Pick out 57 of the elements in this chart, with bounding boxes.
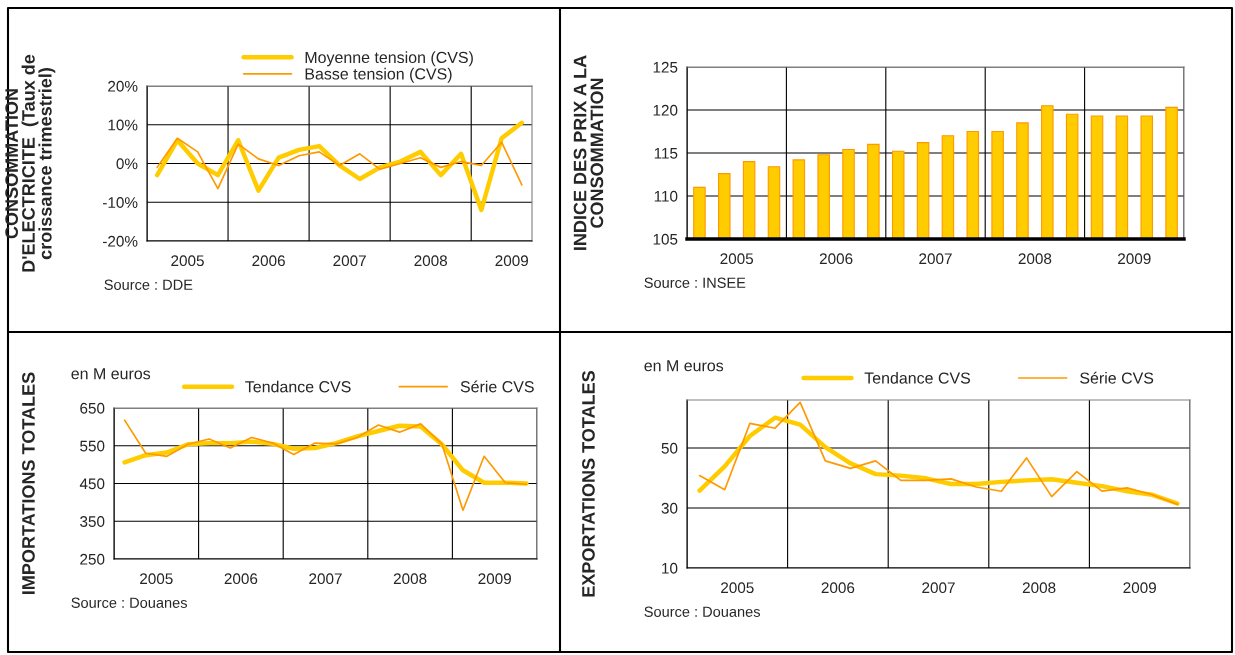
text: en M euros	[644, 360, 724, 372]
y-tick-label: 20%	[108, 80, 138, 92]
source-note: Source : Douanes	[644, 606, 760, 617]
x-tick-label: 2006	[819, 253, 853, 265]
x-tick-label: 2006	[821, 582, 855, 594]
line-series	[123, 419, 528, 512]
y-tick-label: 30	[661, 502, 678, 514]
x-tick-label: 2008	[393, 573, 427, 585]
x-tick-label: 2007	[922, 582, 955, 594]
legend-label: Moyenne tension (CVS)	[305, 51, 473, 67]
x-tick-label: 2008	[1022, 582, 1056, 594]
y-axis-title: EXPORTATIONS TOTALES	[582, 371, 595, 597]
y-tick-label: 10	[662, 562, 678, 574]
y-axis-title: INDICE DES PRIX A LA CONSOMMATION	[573, 55, 604, 250]
y-tick-label: 10%	[108, 119, 138, 131]
y-axis-title: CONSOMMATION D'ELECTRICITE (Taux de croissance trimestriel)	[5, 54, 56, 272]
y-tick-label: 105	[653, 233, 678, 245]
y-tick-label: 0%	[116, 158, 138, 170]
x-tick-label: 2007	[919, 253, 952, 265]
x-tick-label: 2009	[478, 573, 511, 585]
legend-label: Série CVS	[460, 380, 534, 393]
x-tick-label: 2005	[171, 255, 204, 267]
y-tick-label: -20%	[102, 235, 138, 247]
x-tick-label: 2007	[333, 255, 366, 267]
text: en M euros	[71, 368, 151, 380]
x-tick-label: 2006	[224, 573, 258, 585]
y-tick-label: 450	[79, 478, 105, 490]
x-tick-label: 2009	[495, 255, 529, 267]
y-axis-title: IMPORTATIONS TOTALES	[22, 372, 35, 594]
legend-label: Tendance CVS	[245, 380, 351, 393]
x-tick-label: 2005	[140, 573, 173, 585]
x-tick-label: 2008	[1018, 253, 1052, 265]
y-tick-label: 650	[80, 402, 105, 414]
x-tick-label: 2005	[721, 582, 754, 594]
source-note: Source : INSEE	[644, 277, 746, 288]
y-tick-label: 550	[80, 440, 105, 452]
legend-label: Tendance CVS	[864, 372, 971, 384]
legend-label: Basse tension (CVS)	[305, 67, 452, 83]
x-tick-label: 2006	[252, 255, 285, 267]
y-tick-label: 350	[80, 516, 105, 527]
y-tick-label: 120	[653, 104, 678, 116]
x-tick-label: 2008	[414, 255, 448, 267]
y-tick-label: 50	[661, 442, 678, 454]
source-note: Source : Douanes	[71, 597, 187, 608]
legend-label: Série CVS	[1080, 371, 1154, 384]
x-tick-label: 2005	[720, 253, 754, 265]
y-tick-label: 125	[653, 61, 678, 73]
x-tick-label: 2009	[1118, 253, 1151, 265]
y-tick-label: 115	[654, 148, 678, 159]
line-series	[154, 120, 525, 213]
source-note: Source : DDE	[104, 279, 193, 290]
line-series	[156, 137, 523, 190]
y-tick-label: -10%	[102, 197, 138, 208]
x-tick-label: 2007	[309, 573, 342, 585]
y-tick-label: 250	[80, 553, 105, 565]
x-tick-label: 2009	[1123, 582, 1156, 594]
y-tick-label: 110	[654, 190, 678, 202]
